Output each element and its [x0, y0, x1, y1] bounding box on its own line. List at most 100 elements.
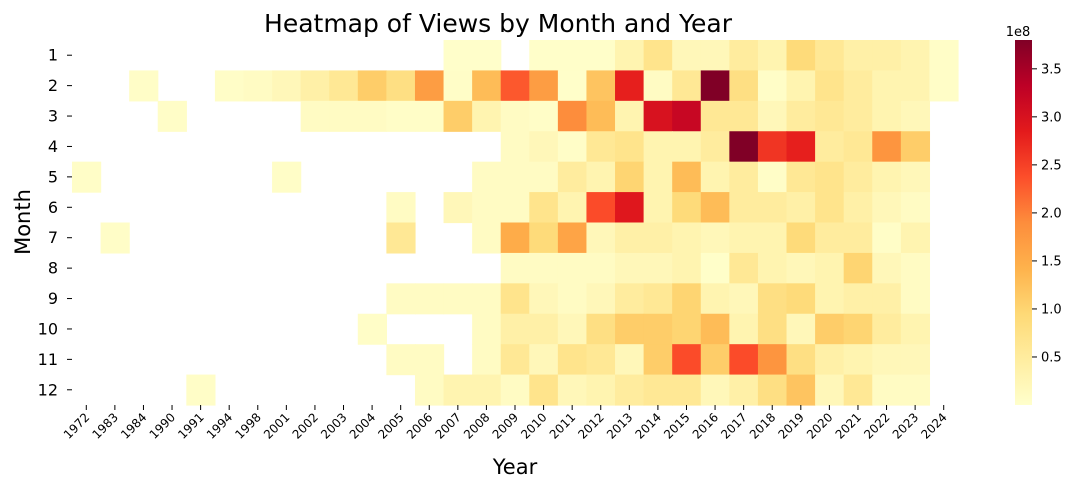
heatmap-cell [615, 161, 645, 193]
heatmap-cell [443, 100, 473, 132]
x-tick-label: 2014 [633, 410, 664, 441]
x-tick-label: 2007 [432, 410, 463, 441]
heatmap-cell [672, 100, 702, 132]
heatmap-cells [72, 40, 959, 406]
heatmap-cell [786, 131, 816, 163]
heatmap-cell [872, 70, 902, 102]
heatmap-cell [500, 222, 530, 254]
colorbar-tick-label: 0.5 [1041, 350, 1062, 365]
heatmap-cell [700, 222, 730, 254]
heatmap-cell [729, 252, 759, 284]
heatmap-cell [557, 313, 588, 345]
heatmap-cell [557, 222, 588, 254]
chart-title: Heatmap of Views by Month and Year [264, 9, 733, 38]
heatmap-cell [586, 161, 616, 193]
heatmap-cell [872, 40, 902, 72]
heatmap-cell [900, 374, 931, 406]
heatmap-cell [586, 344, 616, 376]
heatmap-cell [500, 344, 530, 376]
heatmap-cell [729, 70, 759, 102]
y-tick-label: 3 [48, 107, 58, 126]
heatmap-cell [643, 374, 673, 406]
heatmap-cell [557, 131, 588, 163]
heatmap-cell [729, 313, 759, 345]
heatmap-cell [700, 252, 730, 284]
heatmap-cell [557, 161, 588, 193]
heatmap-cell [500, 374, 530, 406]
heatmap-cell [843, 131, 873, 163]
heatmap-cell [643, 344, 673, 376]
heatmap-cell [529, 374, 559, 406]
heatmap-cell [700, 374, 730, 406]
heatmap-cell [643, 70, 673, 102]
heatmap-cell [472, 374, 502, 406]
heatmap-cell [729, 40, 759, 72]
x-tick-label: 2019 [775, 410, 806, 441]
heatmap-cell [872, 192, 902, 224]
heatmap-cell [214, 70, 245, 102]
heatmap-cell [586, 40, 616, 72]
heatmap-cell [843, 40, 873, 72]
heatmap-cell [615, 70, 645, 102]
x-tick-label: 2003 [318, 410, 349, 441]
heatmap-cell [443, 374, 473, 406]
heatmap-cell [500, 100, 530, 132]
heatmap-cell [757, 344, 788, 376]
heatmap-cell [386, 70, 416, 102]
heatmap-cell [700, 344, 730, 376]
heatmap-cell [872, 252, 902, 284]
heatmap-cell [700, 161, 730, 193]
heatmap-cell [786, 283, 816, 315]
heatmap-cell [900, 40, 931, 72]
heatmap-cell [357, 100, 387, 132]
y-tick-label: 1 [48, 46, 58, 65]
heatmap-cell [672, 192, 702, 224]
heatmap-cell [672, 283, 702, 315]
heatmap-cell [757, 40, 788, 72]
heatmap-cell [472, 313, 502, 345]
heatmap-cell [615, 344, 645, 376]
x-tick-label: 2010 [518, 410, 549, 441]
heatmap-cell [586, 192, 616, 224]
heatmap-cell [929, 70, 959, 102]
heatmap-cell [815, 40, 845, 72]
heatmap-cell [757, 313, 788, 345]
heatmap-cell [472, 161, 502, 193]
heatmap-cell [414, 374, 445, 406]
heatmap-cell [700, 100, 730, 132]
heatmap-cell [586, 283, 616, 315]
colorbar [1015, 40, 1032, 405]
heatmap-cell [557, 70, 588, 102]
heatmap-cell [757, 70, 788, 102]
heatmap-cell [729, 192, 759, 224]
y-tick-label: 7 [48, 228, 58, 247]
heatmap-cell [643, 40, 673, 72]
heatmap-cell [300, 70, 330, 102]
heatmap-cell [529, 161, 559, 193]
heatmap-cell [729, 131, 759, 163]
heatmap-cell [815, 222, 845, 254]
heatmap-cell [615, 100, 645, 132]
heatmap-cell [272, 161, 302, 193]
heatmap-cell [329, 70, 359, 102]
heatmap-cell [472, 100, 502, 132]
heatmap-cell [757, 374, 788, 406]
heatmap-cell [643, 192, 673, 224]
heatmap-cell [500, 70, 530, 102]
heatmap-cell [414, 344, 445, 376]
x-tick-label: 1990 [147, 410, 178, 441]
heatmap-cell [529, 192, 559, 224]
heatmap-cell [872, 374, 902, 406]
x-tick-label: 1991 [175, 410, 206, 441]
x-tick-label: 2009 [490, 410, 521, 441]
x-tick-label: 2018 [747, 410, 778, 441]
heatmap-cell [843, 313, 873, 345]
heatmap-cell [815, 192, 845, 224]
heatmap-cell [615, 252, 645, 284]
heatmap-cell [729, 222, 759, 254]
heatmap-cell [100, 222, 130, 254]
heatmap-cell [700, 313, 730, 345]
heatmap-cell [472, 222, 502, 254]
y-tick-label: 10 [38, 319, 58, 338]
